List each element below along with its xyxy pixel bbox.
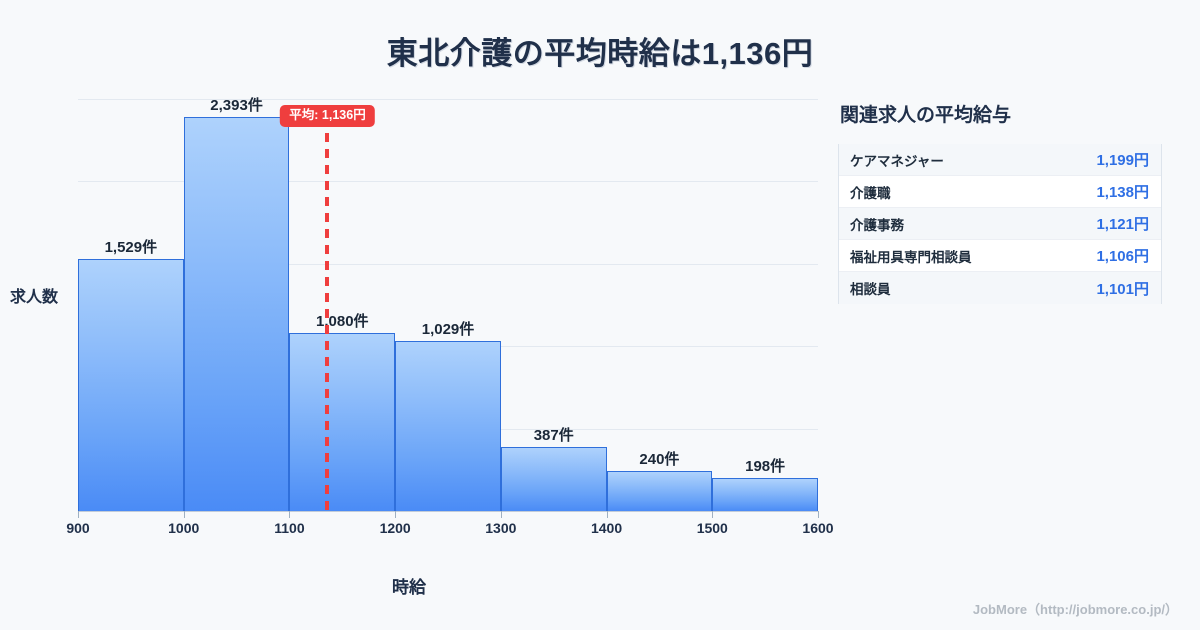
x-axis-tick: [289, 511, 291, 518]
mean-badge: 平均: 1,136円: [280, 105, 375, 127]
table-row[interactable]: 介護職 1,138円: [839, 176, 1161, 208]
bar-value-label: 1,029件: [421, 321, 475, 339]
gridline: [78, 181, 818, 183]
job-title-cell: 介護事務: [850, 217, 904, 233]
related-wages-table: ケアマネジャー 1,199円介護職 1,138円介護事務 1,121円福祉用具専門相談…: [838, 144, 1162, 304]
histogram-bar: [78, 259, 184, 511]
average-wage-cell: 1,121円: [1096, 216, 1149, 233]
bar-value-label: 1,529件: [104, 239, 158, 257]
y-axis-label: 求人数: [10, 289, 59, 306]
x-axis-tick: [395, 511, 397, 518]
page-title: 東北介護の平均時給は1,136円: [386, 36, 814, 71]
table-row[interactable]: 介護事務 1,121円: [839, 208, 1161, 240]
x-axis-line: [78, 511, 818, 512]
average-wage-cell: 1,199円: [1096, 152, 1149, 169]
x-axis-tick-label: 1000: [168, 520, 200, 536]
histogram-bar: [606, 471, 713, 511]
x-axis-tick: [500, 511, 502, 518]
related-wages-title: 関連求人の平均給与: [840, 105, 1012, 126]
related-wages-panel: 関連求人の平均給与 ケアマネジャー 1,199円介護職 1,138円介護事務 1,12…: [838, 100, 1168, 304]
x-axis-tick: [712, 511, 714, 518]
x-axis-tick: [818, 511, 819, 518]
x-axis-tick-label: 1300: [485, 520, 517, 536]
x-axis-tick-label: 1500: [696, 520, 728, 536]
table-row[interactable]: 福祉用具専門相談員 1,106円: [839, 240, 1161, 272]
bar-value-label: 387件: [533, 427, 574, 445]
average-wage-cell: 1,138円: [1096, 184, 1149, 201]
bar-value-label: 2,393件: [210, 96, 263, 114]
x-axis-tick-label: 1200: [379, 520, 411, 536]
x-axis-tick-label: 1400: [590, 520, 623, 536]
job-title-cell: 相談員: [850, 282, 891, 297]
bar-value-label: 1,080件: [316, 313, 369, 331]
x-axis-tick-label: 1600: [802, 520, 834, 536]
x-axis-tick-label: 900: [66, 520, 90, 536]
x-axis-tick: [606, 511, 608, 518]
gridline: [78, 263, 818, 265]
x-axis-tick-label: 1100: [274, 520, 305, 536]
x-axis-label: 時給: [392, 578, 426, 597]
job-title-cell: 介護職: [850, 185, 891, 201]
gridline: [78, 99, 818, 100]
x-axis-tick: [78, 511, 79, 518]
average-wage-cell: 1,101円: [1096, 280, 1149, 298]
histogram-bar: [712, 478, 818, 511]
job-title-cell: 福祉用具専門相談員: [850, 249, 972, 265]
histogram-bar: [183, 116, 290, 511]
table-row[interactable]: ケアマネジャー 1,199円: [839, 144, 1161, 176]
table-row[interactable]: 相談員 1,101円: [839, 272, 1161, 304]
histogram-bar: [395, 341, 501, 511]
job-title-cell: ケアマネジャー: [850, 153, 944, 169]
histogram-bar: [289, 333, 396, 511]
histogram-bar: [500, 447, 607, 511]
footer-watermark: JobMore（http://jobmore.co.jp/）: [972, 602, 1178, 617]
bar-value-label: 198件: [745, 458, 786, 476]
bar-value-label: 240件: [639, 451, 680, 469]
x-axis-tick: [183, 511, 185, 518]
average-wage-cell: 1,106円: [1096, 248, 1149, 265]
plot-area: 1,529件 2,393件 1,080件 1,029件 387件 240件 198件 900 1…: [66, 97, 833, 536]
mean-dashed-line: [325, 117, 330, 511]
